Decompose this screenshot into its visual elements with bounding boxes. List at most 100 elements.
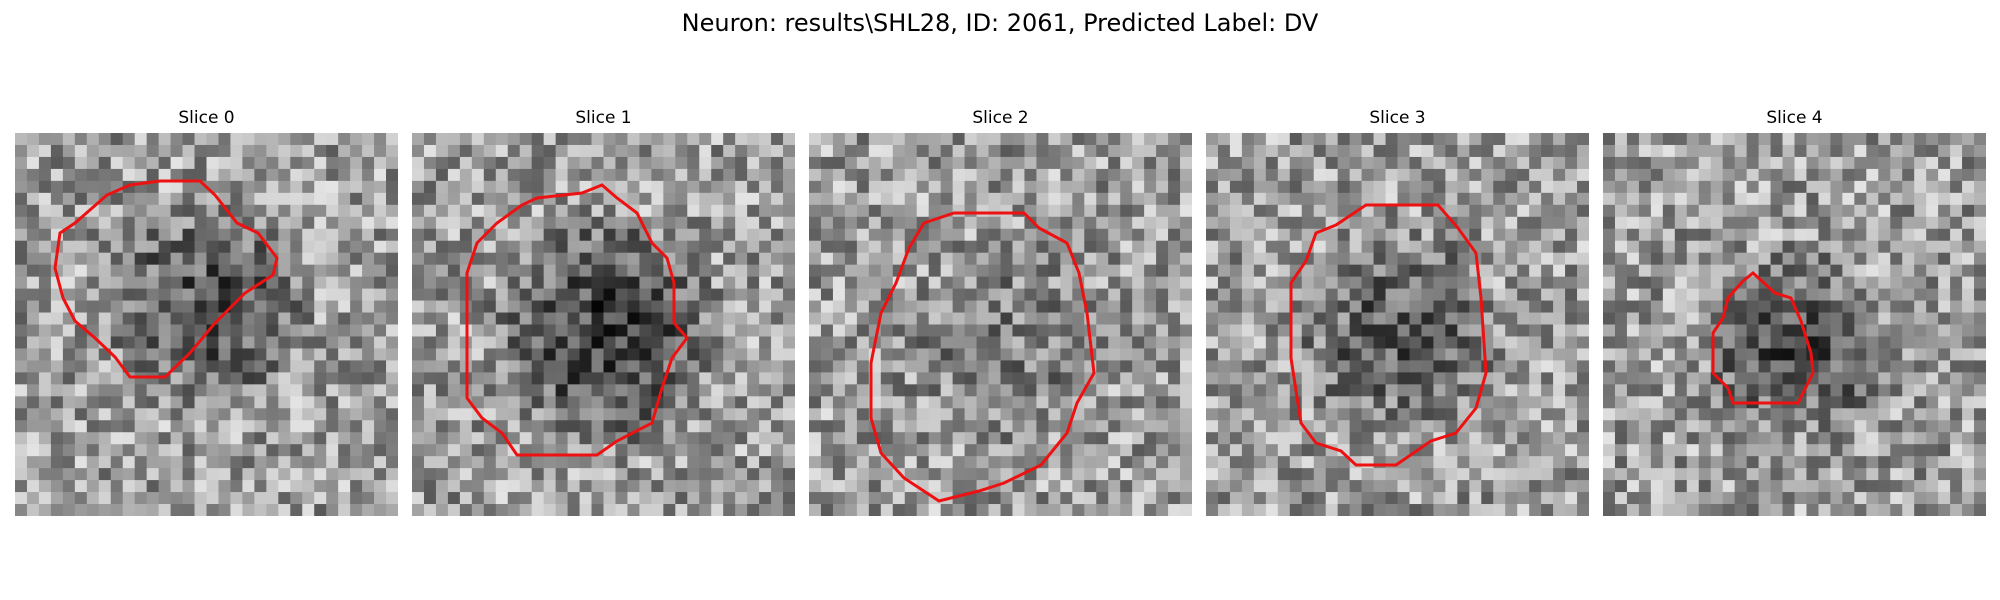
pixel	[1168, 384, 1181, 397]
pixel	[905, 360, 918, 373]
pixel	[615, 325, 628, 338]
pixel	[1663, 253, 1676, 266]
pixel	[1529, 157, 1542, 170]
pixel	[1818, 396, 1831, 409]
pixel	[723, 480, 736, 493]
pixel	[1914, 289, 1927, 302]
pixel	[857, 205, 870, 218]
pixel	[1771, 336, 1784, 349]
pixel	[1675, 456, 1688, 469]
pixel	[63, 360, 76, 373]
pixel	[508, 480, 521, 493]
pixel	[1818, 336, 1831, 349]
pixel	[771, 408, 784, 421]
pixel	[135, 277, 148, 290]
pixel	[1553, 313, 1566, 326]
slice-panel-0: Slice 0	[15, 108, 398, 516]
pixel	[1830, 217, 1843, 230]
pixel	[893, 444, 906, 457]
pixel	[821, 313, 834, 326]
pixel	[436, 372, 449, 385]
pixel	[1374, 313, 1387, 326]
pixel	[1350, 217, 1363, 230]
pixel	[278, 504, 291, 516]
pixel	[99, 265, 112, 278]
pixel	[1469, 444, 1482, 457]
pixel	[1338, 193, 1351, 206]
pixel	[735, 181, 748, 194]
pixel	[627, 229, 640, 242]
pixel	[1890, 384, 1903, 397]
pixel	[675, 432, 688, 445]
pixel	[302, 384, 315, 397]
pixel	[977, 217, 990, 230]
pixel	[580, 265, 593, 278]
pixel	[1926, 241, 1939, 254]
pixel	[350, 480, 363, 493]
pixel	[1854, 420, 1867, 433]
pixel	[290, 456, 303, 469]
pixel	[1565, 456, 1578, 469]
pixel	[1759, 193, 1772, 206]
pixel	[592, 205, 605, 218]
pixel	[1553, 372, 1566, 385]
pixel	[833, 408, 846, 421]
pixel	[1747, 145, 1760, 158]
pixel	[1902, 289, 1915, 302]
pixel	[1156, 265, 1169, 278]
pixel	[1060, 265, 1073, 278]
pixel	[302, 145, 315, 158]
pixel	[278, 193, 291, 206]
pixel	[1180, 229, 1192, 242]
pixel	[1132, 133, 1145, 146]
pixel	[1603, 241, 1616, 254]
pixel	[1806, 169, 1819, 182]
pixel	[1218, 289, 1231, 302]
pixel	[783, 408, 795, 421]
pixel	[1362, 253, 1375, 266]
pixel	[1747, 372, 1760, 385]
pixel	[1699, 313, 1712, 326]
pixel	[87, 420, 100, 433]
pixel	[735, 229, 748, 242]
pixel	[266, 193, 279, 206]
pixel	[520, 408, 533, 421]
pixel	[374, 432, 387, 445]
pixel	[1132, 229, 1145, 242]
pixel	[783, 313, 795, 326]
pixel	[1206, 444, 1219, 457]
pixel	[580, 432, 593, 445]
pixel	[1735, 325, 1748, 338]
pixel	[1842, 408, 1855, 421]
pixel	[1036, 301, 1049, 314]
pixel	[965, 301, 978, 314]
pixel	[242, 408, 255, 421]
pixel	[326, 193, 339, 206]
pixel	[1950, 169, 1963, 182]
pixel	[374, 193, 387, 206]
pixel	[1517, 456, 1530, 469]
pixel	[448, 205, 461, 218]
pixel	[1230, 348, 1243, 361]
pixel	[1735, 145, 1748, 158]
pixel	[627, 241, 640, 254]
pixel	[1818, 325, 1831, 338]
pixel	[1084, 157, 1097, 170]
pixel	[1541, 480, 1554, 493]
pixel	[1938, 432, 1951, 445]
pixel	[1120, 181, 1133, 194]
pixel	[1338, 420, 1351, 433]
pixel	[723, 169, 736, 182]
pixel	[1687, 169, 1700, 182]
pixel	[857, 241, 870, 254]
pixel	[1398, 277, 1411, 290]
pixel	[1914, 325, 1927, 338]
pixel	[1445, 277, 1458, 290]
pixel	[1830, 444, 1843, 457]
pixel	[1048, 241, 1061, 254]
pixel	[350, 420, 363, 433]
pixel	[833, 193, 846, 206]
pixel	[1180, 265, 1192, 278]
pixel	[615, 360, 628, 373]
pixel	[171, 444, 184, 457]
